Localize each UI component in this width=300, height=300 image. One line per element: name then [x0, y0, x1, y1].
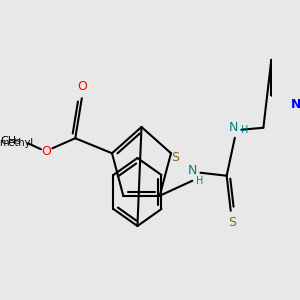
- Text: S: S: [228, 216, 236, 229]
- Text: N: N: [188, 164, 197, 177]
- Text: H: H: [196, 176, 204, 186]
- Text: N: N: [291, 98, 300, 111]
- Text: O: O: [41, 145, 51, 158]
- Text: methyl: methyl: [0, 138, 34, 148]
- Text: N: N: [229, 121, 238, 134]
- Text: S: S: [171, 151, 179, 164]
- Text: O: O: [77, 80, 87, 93]
- Text: CH₃: CH₃: [1, 136, 21, 146]
- Text: H: H: [241, 125, 249, 135]
